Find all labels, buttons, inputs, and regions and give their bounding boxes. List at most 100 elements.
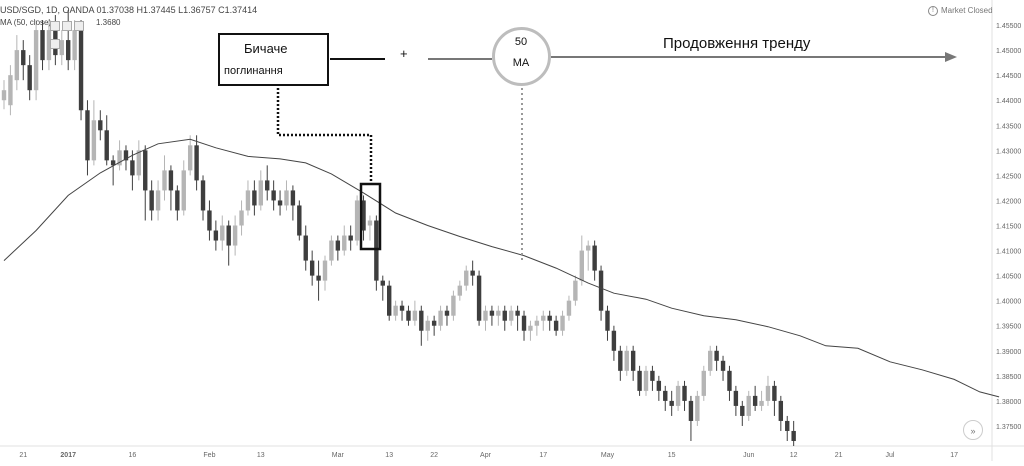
candle-body-up bbox=[438, 310, 443, 326]
candle-body-down bbox=[547, 315, 552, 321]
candle-body-down bbox=[419, 310, 424, 331]
candle-body-down bbox=[297, 205, 302, 236]
candle-body-down bbox=[630, 350, 636, 371]
candle-body-down bbox=[27, 65, 32, 91]
candle-body-down bbox=[521, 315, 527, 331]
price-tick-label: 1.38000 bbox=[996, 399, 1021, 406]
candle-body-down bbox=[431, 320, 437, 326]
candle-body-up bbox=[33, 30, 39, 91]
candle-body-down bbox=[688, 400, 694, 421]
candle-body-down bbox=[78, 30, 84, 111]
candle-body-down bbox=[598, 270, 604, 311]
candle-body-down bbox=[553, 320, 559, 331]
candle-body-up bbox=[701, 370, 706, 396]
candle-body-up bbox=[708, 350, 713, 371]
candle-body-up bbox=[322, 260, 328, 281]
candle-body-down bbox=[772, 385, 777, 401]
candle-body-down bbox=[98, 120, 103, 131]
candle-body-up bbox=[162, 170, 167, 191]
price-tick-label: 1.44500 bbox=[996, 73, 1021, 80]
time-tick-label: 13 bbox=[257, 452, 265, 459]
candle-body-down bbox=[669, 400, 674, 406]
candle-body-up bbox=[624, 350, 629, 371]
ma-value: 1.3680 bbox=[96, 18, 121, 27]
price-tick-label: 1.39500 bbox=[996, 324, 1021, 331]
settings-icon[interactable] bbox=[62, 21, 72, 31]
candle-body-up bbox=[566, 300, 572, 316]
candle-body-down bbox=[778, 400, 784, 421]
close-icon[interactable] bbox=[74, 21, 84, 31]
candle-body-down bbox=[592, 245, 597, 271]
candle-body-up bbox=[342, 235, 347, 251]
ma-circle-line2: MA bbox=[512, 57, 530, 69]
candle-body-up bbox=[464, 270, 469, 286]
scroll-to-end-button[interactable]: » bbox=[963, 420, 983, 440]
pattern-label-line1: Бичаче bbox=[244, 41, 288, 56]
candle-body-down bbox=[40, 30, 45, 61]
candle-body-up bbox=[675, 385, 681, 406]
candle-body-up bbox=[136, 150, 142, 176]
candle-body-down bbox=[476, 275, 482, 321]
price-tick-label: 1.42500 bbox=[996, 173, 1021, 180]
candle-body-down bbox=[618, 350, 623, 371]
trend-continuation-label: Продовження тренду bbox=[663, 35, 811, 52]
candle-body-up bbox=[46, 30, 52, 61]
candle-body-up bbox=[239, 210, 244, 226]
candle-body-up bbox=[329, 240, 334, 261]
candle-body-up bbox=[8, 75, 13, 106]
candle-body-down bbox=[271, 190, 276, 201]
eye-icon[interactable] bbox=[50, 21, 60, 31]
candle-body-down bbox=[130, 160, 135, 176]
time-tick-label: Jul bbox=[885, 452, 894, 459]
candle-body-down bbox=[406, 310, 411, 321]
ma-circle-line1: 50 bbox=[514, 36, 528, 48]
candle-body-down bbox=[123, 150, 129, 161]
candle-body-down bbox=[348, 235, 353, 241]
candle-body-down bbox=[226, 225, 231, 246]
candle-body-down bbox=[335, 240, 341, 251]
candle-body-down bbox=[21, 50, 26, 66]
candle-body-down bbox=[277, 200, 283, 206]
candle-body-up bbox=[393, 305, 398, 316]
price-tick-label: 1.39000 bbox=[996, 349, 1021, 356]
candle-body-up bbox=[528, 325, 533, 331]
candle-body-down bbox=[605, 310, 610, 331]
time-tick-label: 13 bbox=[385, 452, 393, 459]
candle-body-up bbox=[643, 370, 649, 391]
market-status-label: Market Closed bbox=[941, 6, 993, 16]
double-chevron-right-icon: » bbox=[970, 426, 976, 436]
candle-body-up bbox=[579, 250, 584, 281]
candle-body-down bbox=[110, 160, 116, 166]
time-tick-label: 17 bbox=[950, 452, 958, 459]
time-tick-label: 21 bbox=[835, 452, 843, 459]
candle-body-down bbox=[194, 145, 199, 181]
time-tick-label: 17 bbox=[539, 452, 547, 459]
candle-body-up bbox=[354, 200, 360, 241]
candle-body-down bbox=[175, 190, 180, 211]
ma-indicator-label: MA (50, close) bbox=[0, 18, 52, 27]
candle-body-down bbox=[444, 310, 450, 316]
candle-body-down bbox=[399, 305, 405, 311]
candle-body-up bbox=[541, 315, 546, 321]
price-tick-label: 1.38500 bbox=[996, 374, 1021, 381]
candle-body-down bbox=[213, 230, 219, 241]
price-tick-label: 1.37500 bbox=[996, 424, 1021, 431]
candle-body-up bbox=[586, 245, 591, 251]
candle-body-up bbox=[765, 385, 771, 401]
time-tick-label: 16 bbox=[129, 452, 137, 459]
more-icon[interactable] bbox=[50, 39, 60, 49]
indicator-controls[interactable] bbox=[50, 18, 94, 49]
price-tick-label: 1.43000 bbox=[996, 148, 1021, 155]
price-tick-label: 1.41500 bbox=[996, 224, 1021, 231]
candle-body-down bbox=[489, 310, 495, 316]
candle-body-down bbox=[168, 170, 174, 191]
trend-arrow-head bbox=[945, 52, 957, 62]
candle-body-up bbox=[14, 50, 20, 81]
candle-body-down bbox=[265, 180, 270, 191]
candle-body-down bbox=[303, 235, 308, 261]
time-tick-label: 21 bbox=[19, 452, 27, 459]
price-tick-label: 1.41000 bbox=[996, 249, 1021, 256]
market-status: ! Market Closed bbox=[928, 6, 993, 16]
